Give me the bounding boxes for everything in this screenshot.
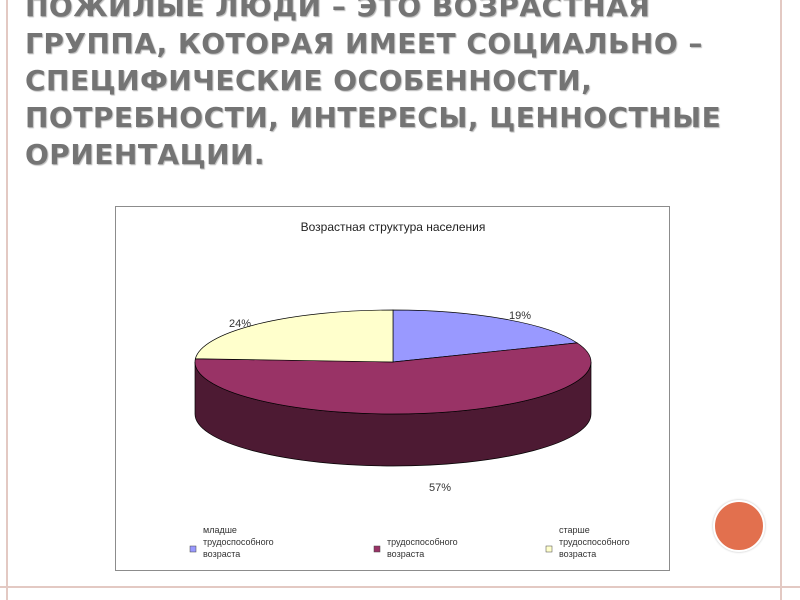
pie-group: 19% 57% 24% <box>194 309 592 494</box>
legend-label-2-line-0: старше <box>559 525 590 535</box>
frame-line-bottom <box>0 586 800 588</box>
pie-slice-2 <box>194 309 394 363</box>
legend-label-0-line-0: младше <box>203 525 237 535</box>
legend: младше трудоспособного возраста трудоспособ… <box>189 525 630 559</box>
pie-chart: Возрастная структура населения 19% 57% 24%… <box>189 220 630 559</box>
pie-value-label-0: 19% <box>509 310 531 322</box>
pie-value-label-2: 24% <box>229 318 251 330</box>
frame-line-left <box>6 0 8 600</box>
pie-value-label-1: 57% <box>429 482 451 494</box>
legend-label-0-line-2: возраста <box>203 549 240 559</box>
chart-area: Возрастная структура населения 19% 57% 24%… <box>115 206 670 571</box>
legend-label-2-line-1: трудоспособного <box>559 537 630 547</box>
frame-line-right <box>780 0 782 600</box>
legend-label-0-line-1: трудоспособного <box>203 537 274 547</box>
legend-swatch-0 <box>189 545 197 553</box>
legend-label-1-line-1: возраста <box>387 549 424 559</box>
legend-swatch-2 <box>545 545 553 553</box>
slide-title: ПОЖИЛЫЕ ЛЮДИ – ЭТО ВОЗРАСТНАЯ ГРУППА, КО… <box>25 0 722 171</box>
legend-swatch-1 <box>373 545 381 553</box>
pie-slice-0 <box>392 309 579 363</box>
legend-label-1-line-0: трудоспособного <box>387 537 458 547</box>
legend-label-2-line-2: возраста <box>559 549 596 559</box>
chart-title: Возрастная структура населения <box>301 220 486 234</box>
decorative-circle <box>713 500 765 552</box>
